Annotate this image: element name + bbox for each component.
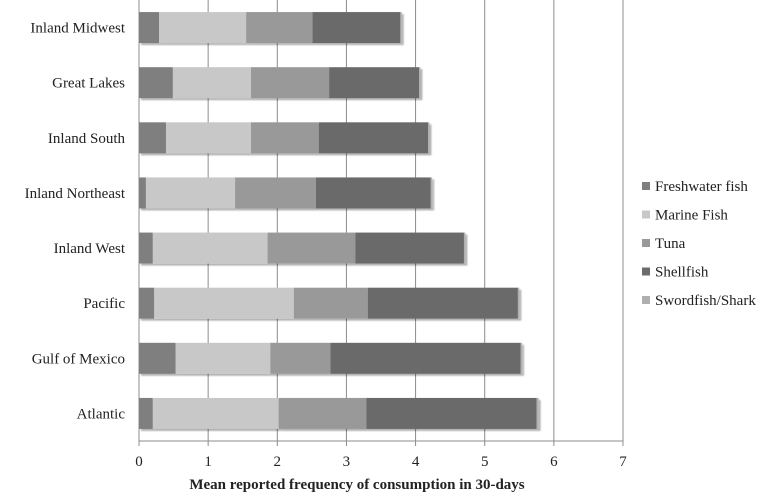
bar-segment: [139, 122, 166, 154]
bar-segment: [139, 67, 173, 99]
x-tick-label: 0: [135, 454, 143, 470]
bar-segment: [366, 397, 537, 429]
x-tick-label: 7: [619, 454, 627, 470]
bar-segment: [152, 397, 279, 429]
bar-segment: [159, 12, 247, 44]
bar-segment: [139, 12, 160, 44]
bar-group: [139, 12, 402, 44]
bar-segment: [139, 397, 153, 429]
category-label: Pacific: [83, 296, 125, 312]
bar-group: [139, 122, 430, 154]
bar-segment: [139, 287, 155, 319]
bar-segment: [251, 67, 330, 99]
bar-segment: [270, 342, 331, 374]
x-tick-label: 6: [550, 454, 558, 470]
bar-segment: [400, 12, 402, 44]
bar-group: [139, 67, 421, 99]
category-label: Great Lakes: [52, 76, 125, 92]
x-tick-label: 4: [412, 454, 420, 470]
bar-segment: [251, 122, 319, 154]
bar-segment: [165, 122, 252, 154]
bar-group: [139, 177, 433, 209]
bar-segment: [318, 122, 429, 154]
bar-segment: [355, 232, 464, 264]
bar-group: [139, 397, 539, 429]
legend-swatch: [642, 267, 650, 276]
category-axis: Inland Midwest Great Lakes Inland South Inl…: [25, 21, 126, 423]
bar-segment: [428, 122, 430, 154]
category-label: Inland Northeast: [25, 186, 126, 202]
bar-segment: [367, 287, 518, 319]
bar-segment: [330, 342, 521, 374]
category-label: Inland West: [54, 241, 126, 257]
legend-swatch: [642, 296, 650, 304]
x-tick-label: 1: [204, 454, 212, 470]
bar-segment: [139, 342, 176, 374]
legend-label: Swordfish/Shark: [655, 293, 756, 309]
category-label: Gulf of Mexico: [32, 351, 125, 367]
bar-segment: [139, 177, 146, 209]
bar-segment: [419, 67, 421, 99]
bar-segment: [430, 177, 433, 209]
bar-segment: [175, 342, 271, 374]
bar-segment: [154, 287, 294, 319]
bar-segment: [139, 232, 153, 264]
legend-label: Shellfish: [655, 265, 709, 281]
legend-label: Tuna: [655, 236, 686, 252]
legend-swatch: [642, 239, 650, 247]
legend: Freshwater fish Marine Fish Tuna Shellfish S…: [642, 179, 756, 309]
bar-group: [139, 342, 523, 374]
bar-segment: [312, 12, 401, 44]
bar-segment: [520, 342, 523, 374]
x-axis-title: Mean reported frequency of consumption i…: [189, 477, 524, 493]
bar-segment: [278, 397, 367, 429]
bar-segment: [536, 397, 539, 429]
legend-swatch: [642, 210, 650, 219]
bar-segment: [329, 67, 420, 99]
bars: [139, 12, 539, 429]
category-label: Inland South: [48, 131, 126, 147]
x-tick-label: 2: [274, 454, 282, 470]
bar-segment: [517, 287, 520, 319]
bar-segment: [246, 12, 313, 44]
x-tick-label: 5: [481, 454, 489, 470]
legend-label: Marine Fish: [655, 208, 728, 224]
bar-segment: [235, 177, 317, 209]
x-axis: 0 1 2 3 4 5 6 7: [135, 440, 627, 470]
bar-segment: [463, 232, 466, 264]
bar-segment: [172, 67, 252, 99]
bar-segment: [145, 177, 236, 209]
gridlines: [138, 0, 624, 441]
legend-swatch: [642, 182, 650, 190]
bar-group: [139, 287, 520, 319]
bar-segment: [267, 232, 356, 264]
bar-segment: [152, 232, 268, 264]
x-tick-label: 3: [343, 454, 351, 470]
legend-label: Freshwater fish: [655, 179, 748, 195]
category-label: Inland Midwest: [30, 21, 125, 37]
category-label: Atlantic: [77, 406, 126, 422]
bar-segment: [316, 177, 431, 209]
bar-segment: [293, 287, 368, 319]
bar-group: [139, 232, 466, 264]
